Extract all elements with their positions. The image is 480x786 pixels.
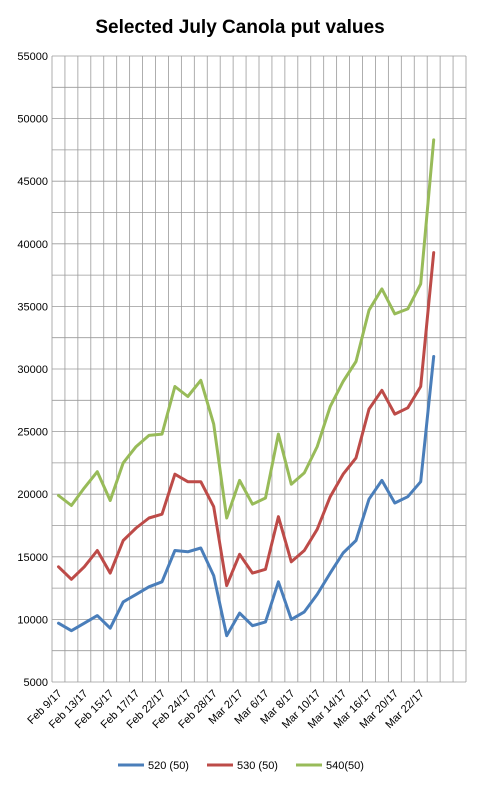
series-line: [57, 355, 436, 638]
y-tick-label: 45000: [17, 176, 48, 188]
legend-label: 530 (50): [237, 760, 278, 772]
y-tick-label: 30000: [17, 364, 48, 376]
vertical-gridlines: [51, 56, 467, 682]
y-axis-tick-labels: 5000 10000 15000 20000 25000 30000 35000 40000 4…: [17, 51, 48, 689]
series-line: [57, 138, 436, 520]
y-tick-label: 5000: [24, 677, 48, 689]
y-tick-label: 15000: [17, 552, 48, 564]
y-tick-label: 20000: [17, 489, 48, 501]
series-lines: [57, 138, 436, 638]
y-tick-label: 25000: [17, 427, 48, 439]
y-tick-label: 50000: [17, 114, 48, 126]
y-tick-label: 40000: [17, 239, 48, 251]
y-tick-label: 10000: [17, 614, 48, 626]
chart-title: Selected July Canola put values: [95, 17, 384, 38]
legend: 520 (50) 530 (50) 540(50): [118, 760, 364, 772]
series-line: [57, 251, 436, 588]
y-tick-label: 35000: [17, 301, 48, 313]
y-tick-label: 55000: [17, 51, 48, 63]
legend-label: 540(50): [326, 760, 364, 772]
legend-label: 520 (50): [148, 760, 189, 772]
